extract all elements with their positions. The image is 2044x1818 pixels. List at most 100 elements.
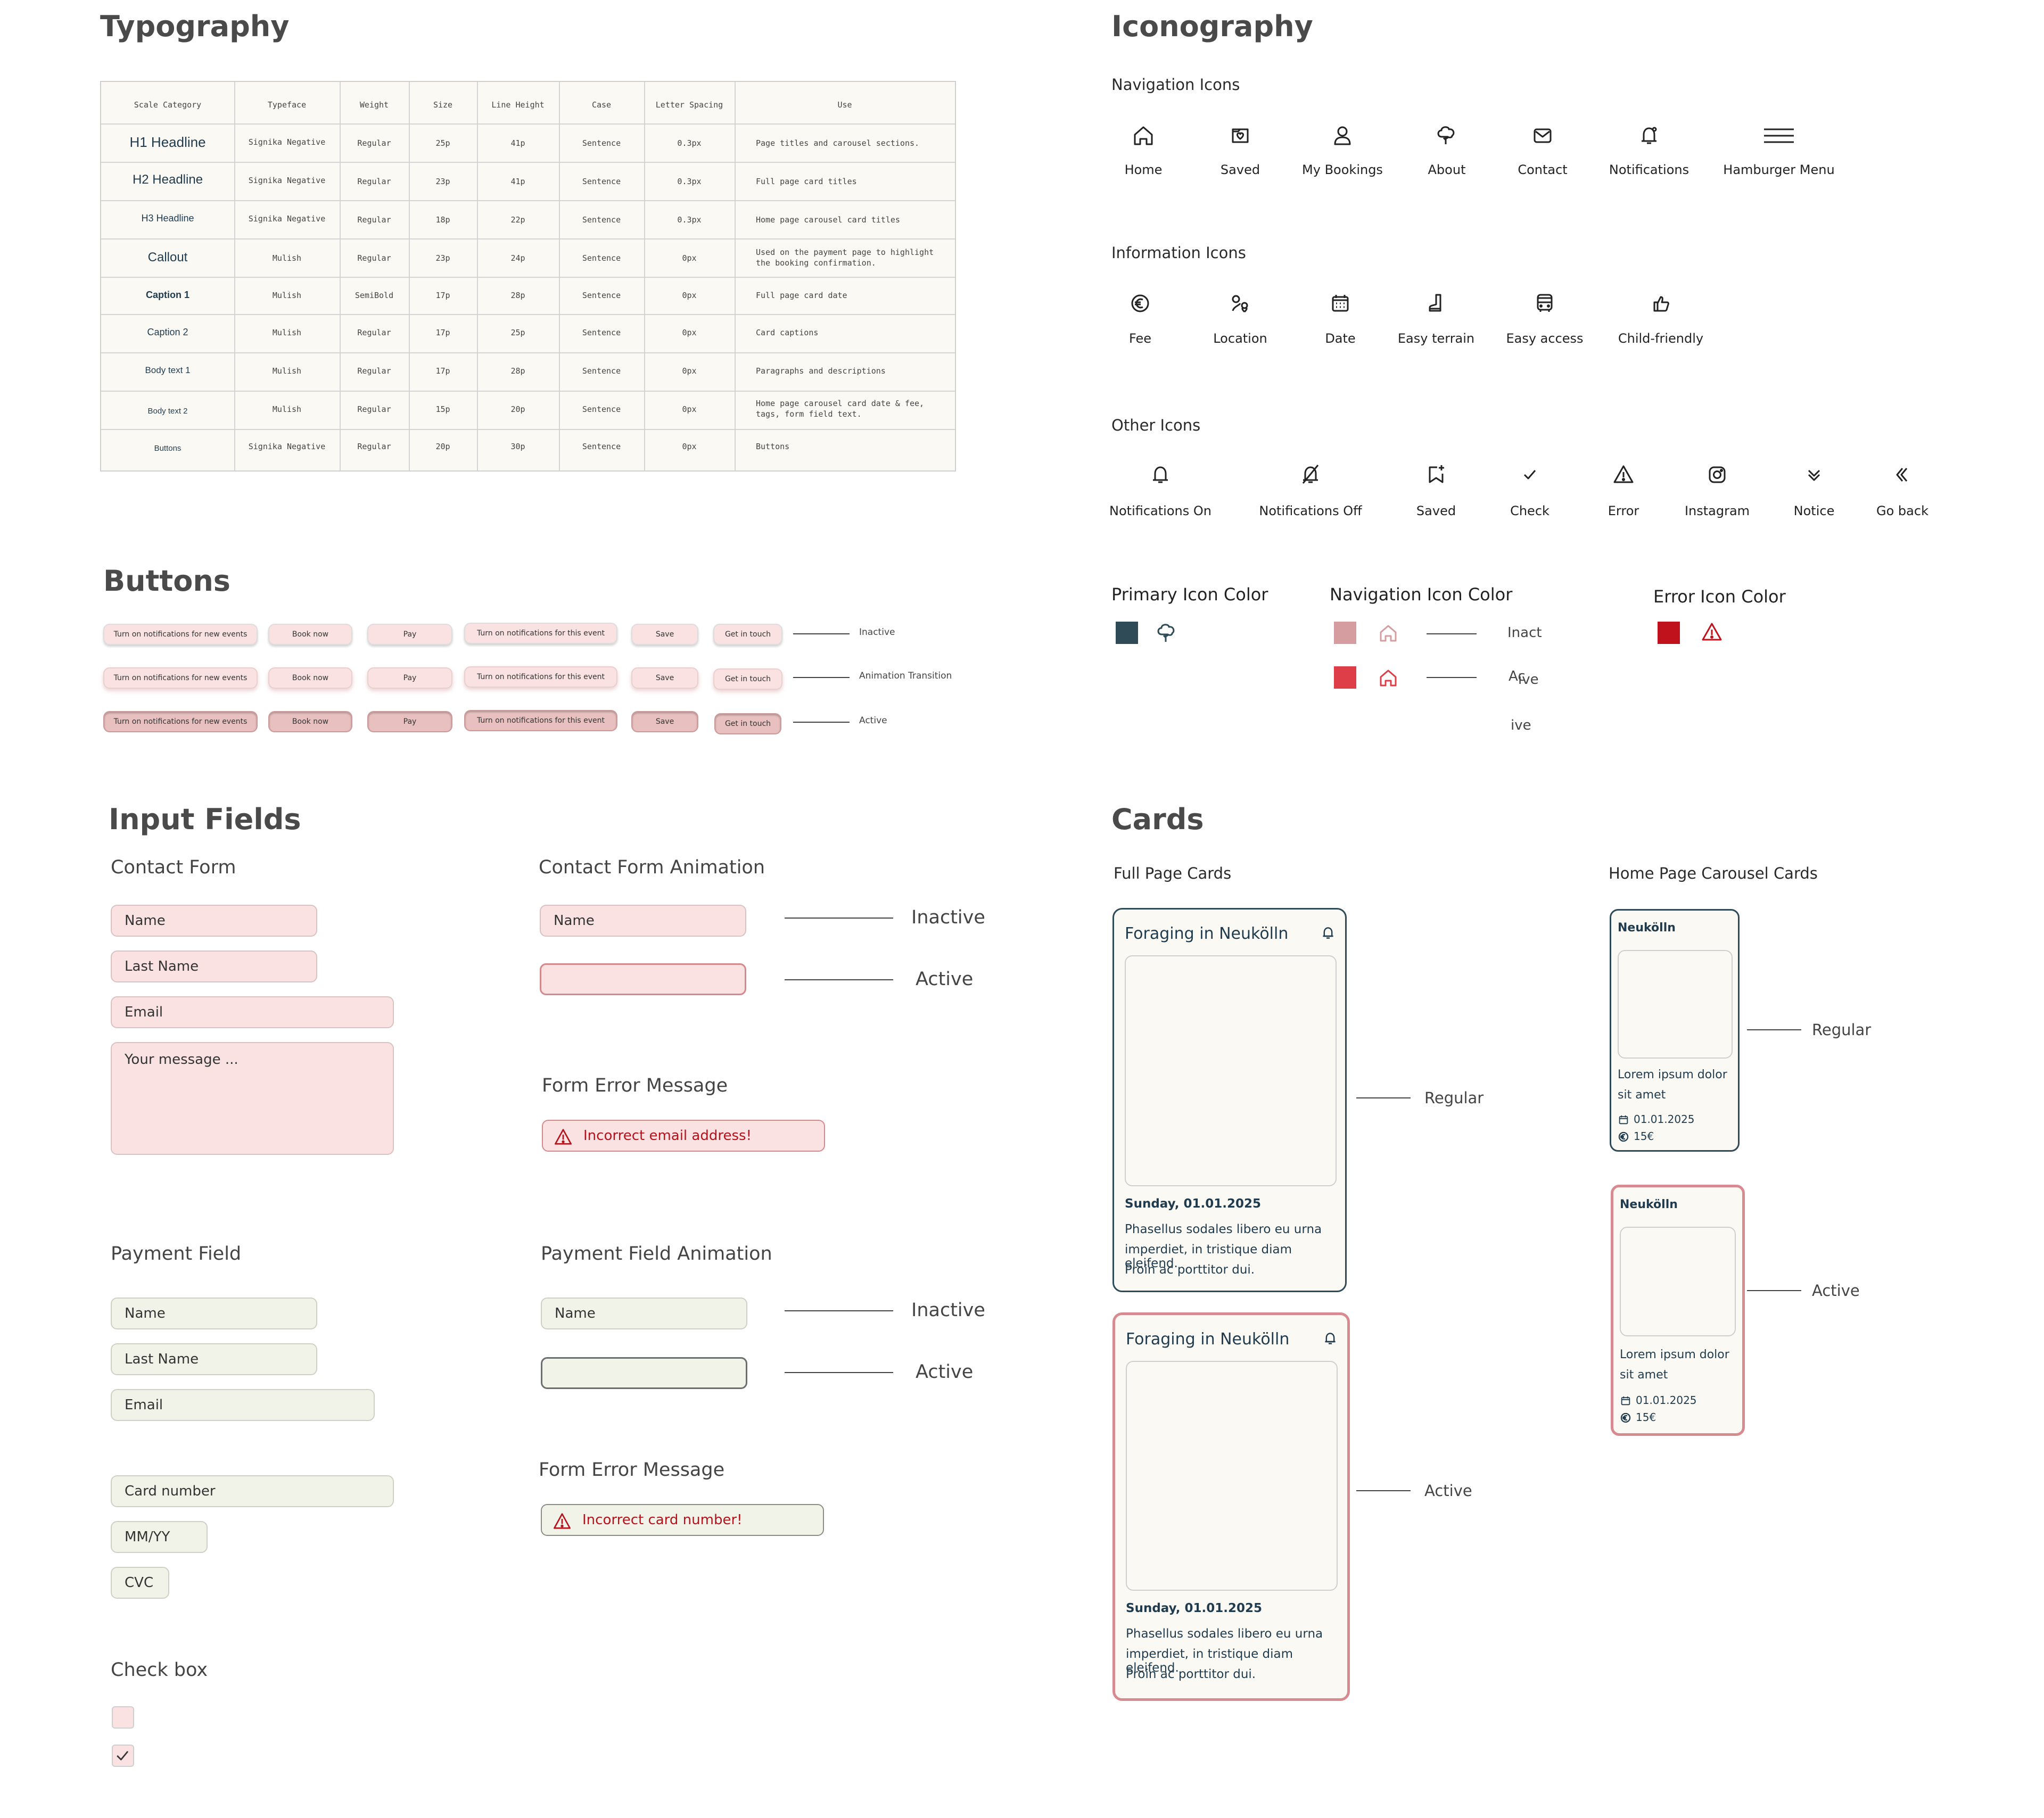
th-line-height: Line Height xyxy=(491,100,545,110)
info-label-easy-terrain: Easy terrain xyxy=(1397,331,1475,346)
bell-icon[interactable] xyxy=(1318,923,1338,943)
nav-state-active-a: Ac xyxy=(1509,668,1526,684)
payment-name-input[interactable]: Name xyxy=(111,1298,317,1329)
row-typeface: Signika Negative xyxy=(248,214,326,224)
nav-label-home: Home xyxy=(1124,162,1163,177)
row-case: Sentence xyxy=(582,138,621,148)
carousel-card-active[interactable]: Neukölln Lorem ipsum dolor sit amet 01.0… xyxy=(1611,1185,1745,1436)
notify-new-events-button[interactable]: Turn on notifications for new events xyxy=(103,711,258,732)
nav-label-notifications: Notifications xyxy=(1609,162,1689,177)
get-in-touch-button[interactable]: Get in touch xyxy=(713,624,782,645)
row-case: Sentence xyxy=(582,215,621,225)
notify-this-event-button[interactable]: Turn on notifications for this event xyxy=(464,710,617,731)
row-typeface: Mulish xyxy=(272,253,302,263)
payment-last-name-input[interactable]: Last Name xyxy=(111,1343,317,1375)
full-page-card-regular[interactable]: Foraging in Neukölln Sunday, 01.01.2025 … xyxy=(1112,908,1347,1292)
get-in-touch-button[interactable]: Get in touch xyxy=(713,668,782,690)
row-line-height: 28p xyxy=(510,291,525,300)
checkbox-checked[interactable] xyxy=(112,1745,134,1767)
hamburger-icon[interactable] xyxy=(1763,120,1795,152)
pay-button[interactable]: Pay xyxy=(367,667,452,689)
row-category: H3 Headline xyxy=(141,213,194,224)
row-spacing: 0.3px xyxy=(677,138,702,148)
animation-connector xyxy=(793,677,850,678)
row-line-height: 41p xyxy=(510,138,525,148)
notify-this-event-button[interactable]: Turn on notifications for this event xyxy=(464,666,617,688)
inactive-connector xyxy=(785,1310,893,1311)
card-body-line: imperdiet, in tristique diam eleifend. xyxy=(1125,1243,1292,1270)
card-number-input[interactable]: Card number xyxy=(111,1475,394,1507)
save-button[interactable]: Save xyxy=(631,711,698,732)
pay-button[interactable]: Pay xyxy=(367,624,452,645)
save-button[interactable]: Save xyxy=(631,624,698,645)
payment-name-active[interactable] xyxy=(541,1357,747,1389)
cvc-input[interactable]: CVC xyxy=(111,1567,169,1599)
carousel-body-line: sit amet xyxy=(1618,1088,1666,1102)
full-page-card-active[interactable]: Foraging in Neukölln Sunday, 01.01.2025 … xyxy=(1112,1312,1350,1701)
row-use: Page titles and carousel sections. xyxy=(756,138,920,148)
bell-icon[interactable] xyxy=(1633,120,1665,152)
state-animation-label: Animation Transition xyxy=(859,671,952,681)
other-icons-title: Other Icons xyxy=(1111,416,1201,434)
name-input-active[interactable] xyxy=(540,963,746,995)
check-icon xyxy=(117,1750,129,1761)
name-input-inactive[interactable]: Name xyxy=(540,905,746,937)
saved-icon[interactable] xyxy=(1224,120,1256,152)
check-box-title: Check box xyxy=(111,1659,208,1681)
bell-off-icon[interactable] xyxy=(1295,459,1326,491)
info-label-date: Date xyxy=(1325,331,1356,346)
payment-field-animation-title: Payment Field Animation xyxy=(541,1243,772,1265)
carousel-card-title: Neukölln xyxy=(1620,1198,1678,1211)
bell-icon[interactable] xyxy=(1144,459,1176,491)
row-use: Home page carousel card titles xyxy=(756,215,900,225)
active-connector xyxy=(1356,1490,1411,1491)
expiry-input[interactable]: MM/YY xyxy=(111,1521,208,1553)
location-icon xyxy=(1224,287,1256,319)
double-chevron-down-icon[interactable] xyxy=(1798,459,1830,491)
other-label-check: Check xyxy=(1510,503,1550,518)
row-size: 20p xyxy=(435,442,450,451)
checkbox-unchecked[interactable] xyxy=(112,1706,134,1729)
carousel-date: 01.01.2025 xyxy=(1636,1394,1697,1407)
book-now-button[interactable]: Book now xyxy=(268,711,352,732)
double-chevron-left-icon[interactable] xyxy=(1886,459,1918,491)
row-use: Home page carousel card date & fee, tags… xyxy=(756,399,925,419)
carousel-card-regular[interactable]: Neukölln Lorem ipsum dolor sit amet 01.0… xyxy=(1610,909,1740,1152)
bell-icon[interactable] xyxy=(1321,1329,1340,1348)
pay-button[interactable]: Pay xyxy=(367,711,452,732)
payment-name-inactive[interactable]: Name xyxy=(541,1298,747,1329)
home-icon[interactable] xyxy=(1127,120,1159,152)
nav-state-inactive: Inact xyxy=(1507,625,1542,641)
row-size: 15p xyxy=(435,404,450,414)
card-error-field: Incorrect card number! xyxy=(541,1504,824,1536)
card-title: Foraging in Neukölln xyxy=(1126,1330,1290,1349)
book-now-button[interactable]: Book now xyxy=(268,624,352,645)
last-name-input[interactable]: Last Name xyxy=(111,951,317,982)
save-button[interactable]: Save xyxy=(631,667,698,689)
row-weight: Regular xyxy=(357,366,391,376)
get-in-touch-button[interactable]: Get in touch xyxy=(714,713,781,734)
nav-state-fragment: ive xyxy=(1511,717,1531,733)
tree-icon[interactable] xyxy=(1431,120,1463,152)
th-case: Case xyxy=(591,100,612,110)
row-weight: Regular xyxy=(357,138,391,148)
instagram-icon[interactable] xyxy=(1701,459,1733,491)
name-input[interactable]: Name xyxy=(111,905,317,937)
notify-new-events-button[interactable]: Turn on notifications for new events xyxy=(103,667,258,689)
nav-active-connector xyxy=(1427,677,1477,678)
state-active-label: Active xyxy=(859,715,887,726)
row-line-height: 22p xyxy=(510,215,525,225)
notify-new-events-button[interactable]: Turn on notifications for new events xyxy=(103,624,258,645)
notify-this-event-button[interactable]: Turn on notifications for this event xyxy=(464,623,617,644)
message-textarea[interactable]: Your message ... xyxy=(111,1042,394,1155)
email-input[interactable]: Email xyxy=(111,996,394,1028)
payment-email-input[interactable]: Email xyxy=(111,1389,375,1421)
active-label: Active xyxy=(916,1361,974,1383)
row-category: H2 Headline xyxy=(132,172,203,187)
bookmark-plus-icon[interactable] xyxy=(1420,459,1452,491)
carousel-date: 01.01.2025 xyxy=(1634,1113,1695,1126)
user-icon[interactable] xyxy=(1326,120,1358,152)
card-error-text: Incorrect card number! xyxy=(582,1512,743,1528)
mail-icon[interactable] xyxy=(1527,120,1559,152)
book-now-button[interactable]: Book now xyxy=(268,667,352,689)
